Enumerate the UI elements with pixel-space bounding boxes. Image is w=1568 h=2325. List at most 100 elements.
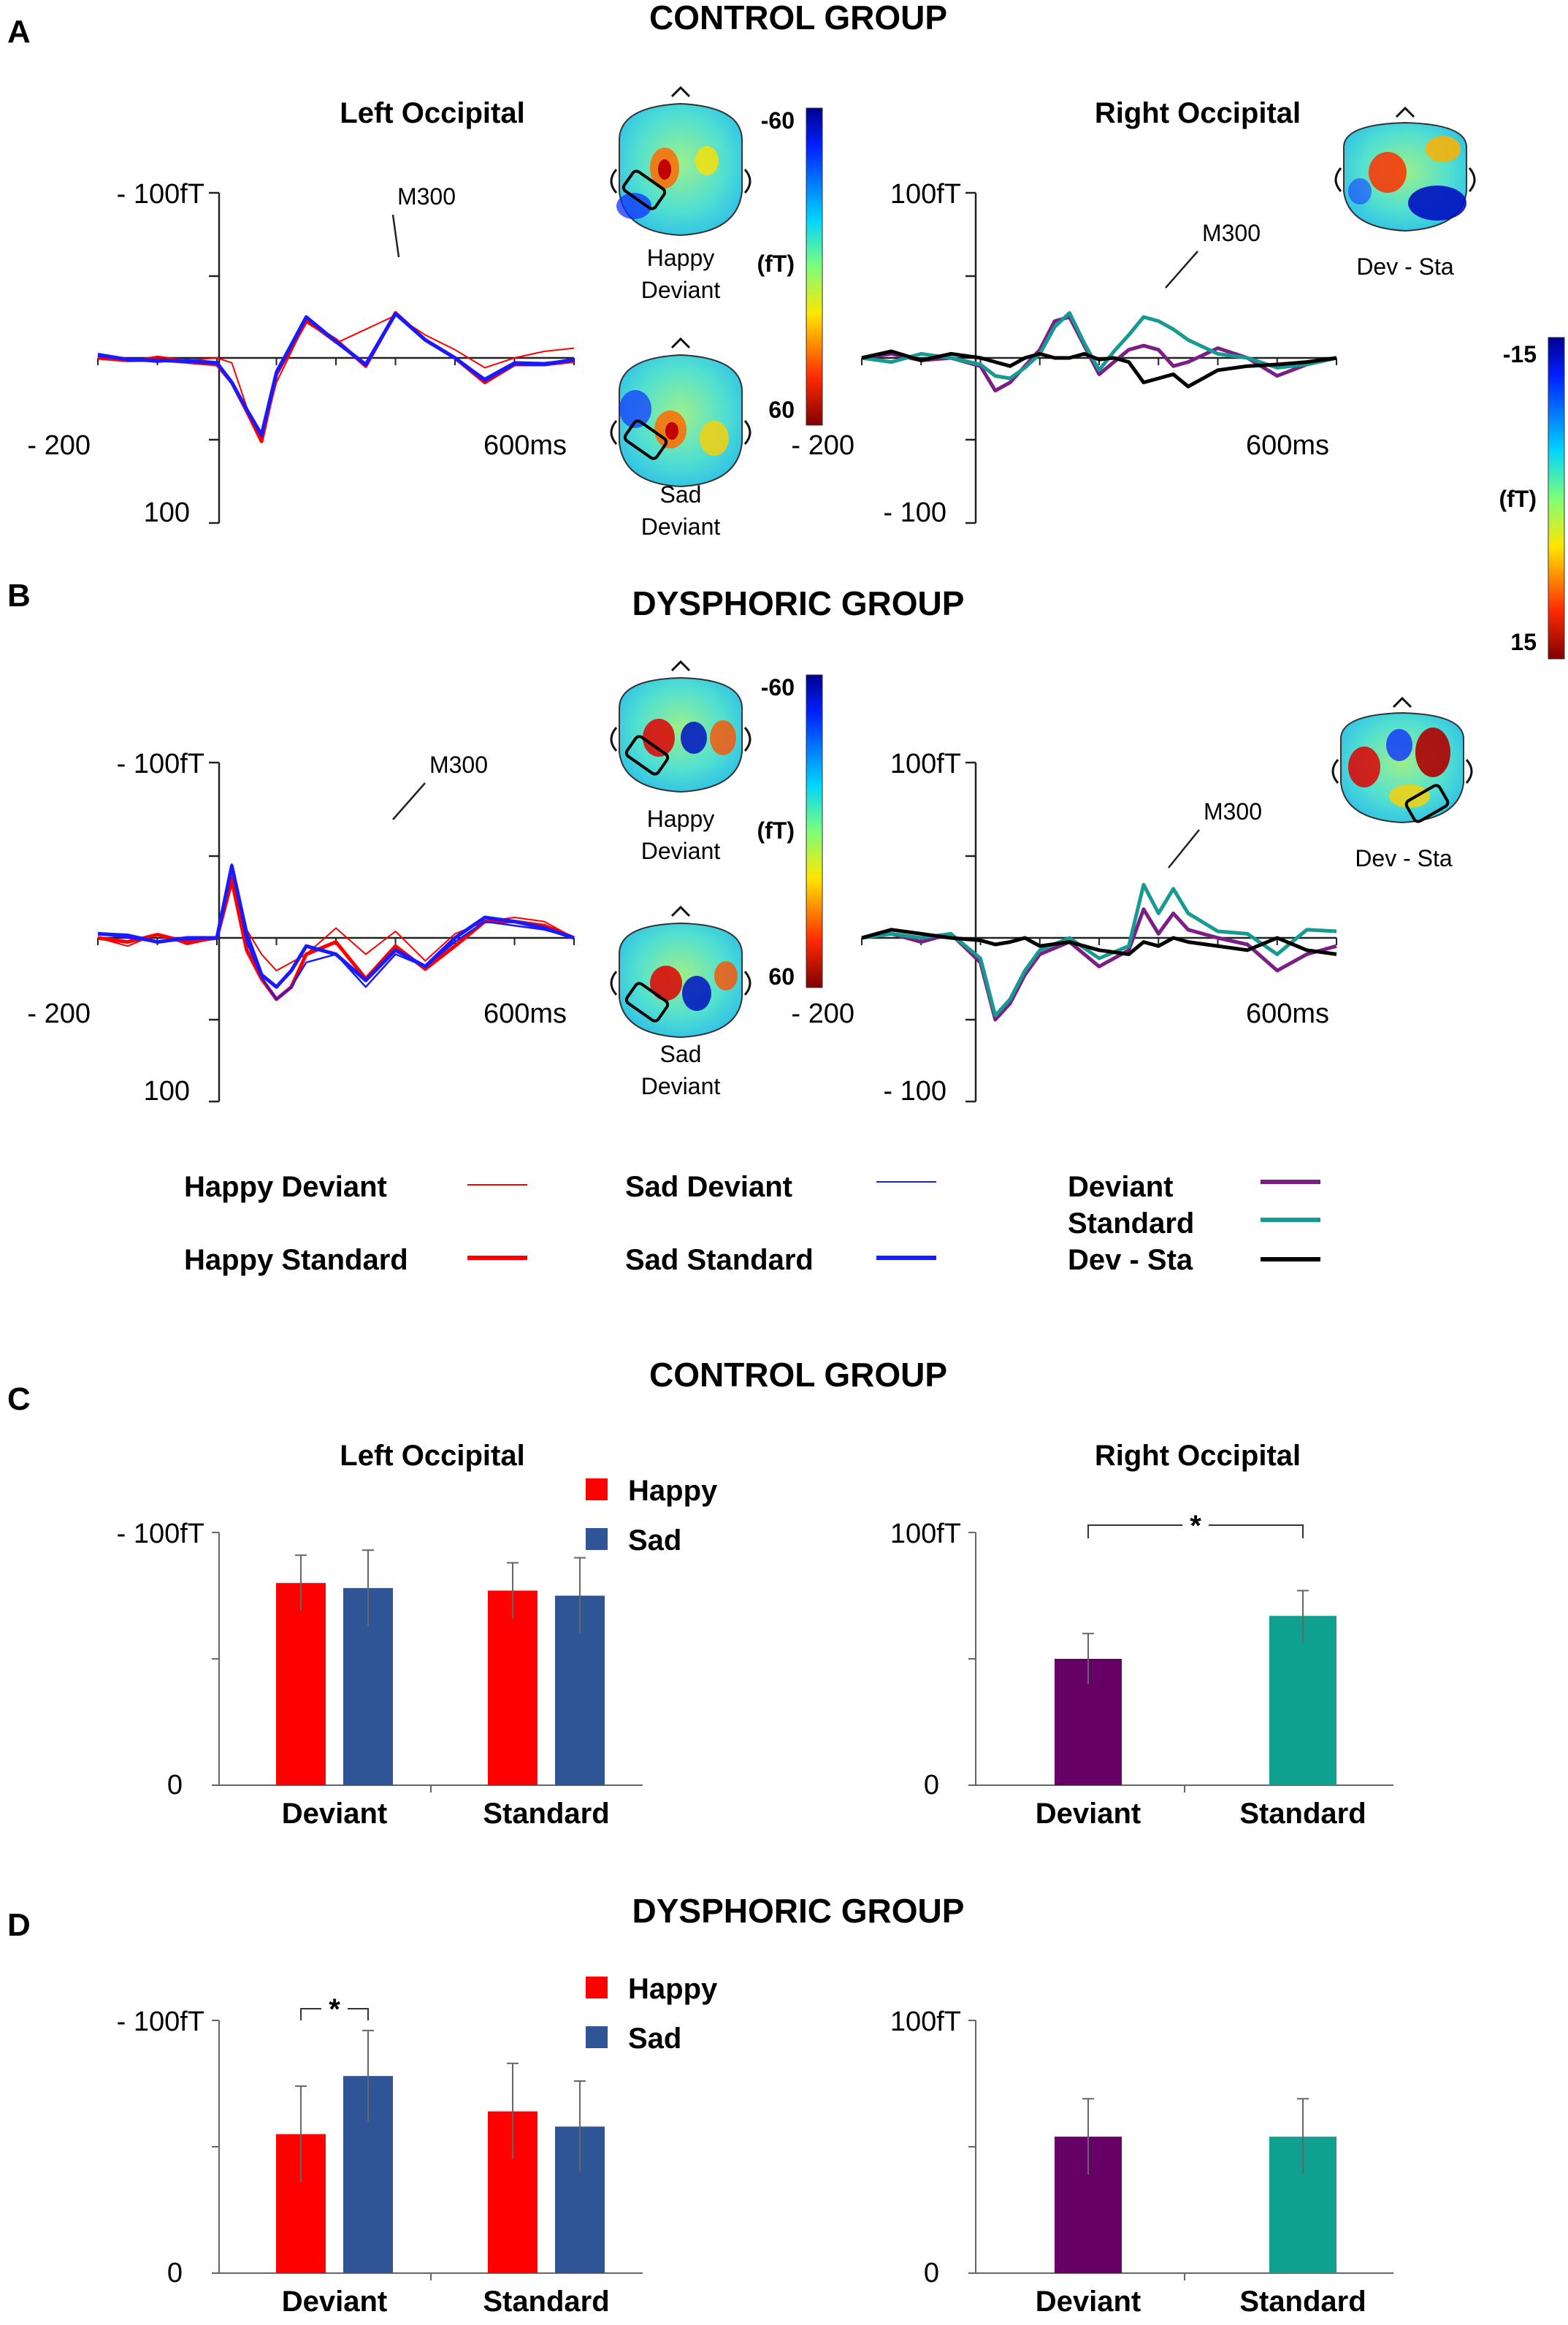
topo-label-sad: Sad [660,481,702,508]
bar-standard [1269,1616,1336,1785]
y-tick-label-top: 100fT [890,749,961,779]
y-tick-label-top: 100fT [890,2007,961,2037]
sensor-selection-box [1404,784,1450,823]
topo-map-b-sad-deviant [610,905,752,1039]
ear-icon [610,727,618,752]
nose-icon [1392,696,1412,709]
ear-icon [743,169,752,194]
region-title-left-c: Left Occipital [340,1440,524,1472]
bar-chart-c-right: 100fT 0 Deviant Standard * [890,1510,1393,1830]
topo-hotspot [695,146,719,175]
topo-label-dev-sta: Dev - Sta [1356,253,1454,280]
category-label-standard: Standard [1239,1798,1366,1830]
dysphoric-group-title-b: DYSPHORIC GROUP [632,584,965,622]
ear-icon [743,420,752,445]
y-tick-label-bottom: - 100 [883,1076,946,1107]
y-tick-label-top: 100fT [890,1519,961,1549]
ear-icon [1331,759,1339,784]
region-title-right-a: Right Occipital [1095,97,1301,129]
colorbar-dev-sta-unit-label: (fT) [1499,486,1537,512]
series-line-dev-sta [861,928,1337,956]
colorbar-a-top-label: -60 [761,107,795,134]
topo-coldspot [681,722,707,754]
x-tick-label-end: 600ms [1246,430,1329,461]
category-label-deviant: Deviant [282,2286,388,2318]
y-tick-label-bottom: 100 [144,1076,190,1107]
topo-map-a-sad-deviant [610,337,752,488]
topo-label-dev-sta: Dev - Sta [1355,845,1453,871]
topo-coldspot [1386,729,1412,761]
colorbar-a-unit-label: (fT) [757,251,795,277]
series-line-happy-deviant [97,314,575,440]
waveform-legend: Happy Deviant Happy Standard Sad Deviant… [184,1171,1320,1276]
colorbar-dev-sta-bottom-label: 15 [1510,629,1537,655]
m300-label: M300 [1204,798,1262,825]
significance-backdrop [1182,1512,1209,1534]
colorbar-b [806,674,823,988]
category-label-deviant: Deviant [282,1798,388,1830]
ear-icon [610,169,618,194]
dysphoric-group-title-d: DYSPHORIC GROUP [632,1892,965,1930]
colorbar-dev-sta-top-label: -15 [1503,341,1537,367]
m300-label: M300 [429,752,488,778]
topo-hotspot [714,961,738,990]
control-group-title-c: CONTROL GROUP [649,1356,947,1394]
nose-icon [670,337,691,349]
topo-label-happy: Happy [647,245,715,271]
legend-label-deviant: Deviant [1068,1171,1174,1203]
ear-icon [610,971,618,996]
series-line-sad-standard [97,312,575,437]
bar-happy-deviant [276,1583,326,1785]
legend-label-sad: Sad [628,2023,681,2055]
topo-label-sad: Sad [660,1041,702,1067]
y-tick-label-bottom: 100 [144,497,190,528]
sensor-selection-box [623,419,668,460]
y-tick-label-zero: 0 [924,1770,939,1801]
legend-label-happy-deviant: Happy Deviant [184,1171,387,1203]
bar-chart-d-right: 100fT 0 Deviant Standard [890,2007,1393,2318]
legend-swatch-sad [586,1528,608,1550]
panel-letter-d: D [7,1907,31,1943]
y-tick-label-zero: 0 [167,1770,183,1801]
category-label-deviant: Deviant [1036,1798,1141,1830]
topo-label-deviant: Deviant [641,514,721,540]
bar-chart-d-left: - 100fT 0 Deviant Standard * [117,1993,643,2318]
topo-coldspot [1408,186,1466,221]
region-title-right-c: Right Occipital [1095,1440,1301,1472]
ear-icon [1468,167,1476,192]
m300-pointer [1165,251,1198,289]
nose-icon [670,85,691,98]
topo-hotspot [643,719,675,757]
category-label-standard: Standard [483,2286,609,2318]
x-tick-label-start: - 200 [791,430,854,461]
x-tick-label-end: 600ms [1246,999,1329,1029]
topo-hotspot [1415,728,1450,777]
x-tick-label-start: - 200 [27,430,91,461]
y-tick-label-zero: 0 [167,2258,183,2288]
topo-label-happy: Happy [647,806,715,832]
ear-icon [610,420,618,445]
m300-label: M300 [1202,220,1261,246]
y-tick-label-top: 100fT [890,179,961,210]
legend-label-sad: Sad [628,1524,681,1557]
legend-label-happy-standard: Happy Standard [184,1244,408,1276]
nose-icon [670,905,691,917]
ear-icon [743,727,752,752]
control-group-title-a: CONTROL GROUP [649,0,947,37]
bar-happy-standard [488,1590,538,1785]
colorbar-dev-sta [1548,337,1565,660]
topo-hotspot [710,720,736,755]
topo-coldspot [682,976,711,1011]
colorbar-a [806,107,823,426]
topo-map-a-happy-deviant [610,85,752,237]
series-line-sad-deviant [97,863,575,1001]
head-map [619,676,743,793]
legend-swatch-happy [586,1478,608,1500]
y-tick-label-top: - 100fT [117,749,204,779]
y-tick-label-bottom: - 100 [883,497,946,528]
series-line-standard [861,882,1337,1018]
colorbar-a-bottom-label: 60 [768,397,795,423]
legend-label-sad-standard: Sad Standard [625,1244,814,1276]
panel-letter-a: A [7,14,31,50]
